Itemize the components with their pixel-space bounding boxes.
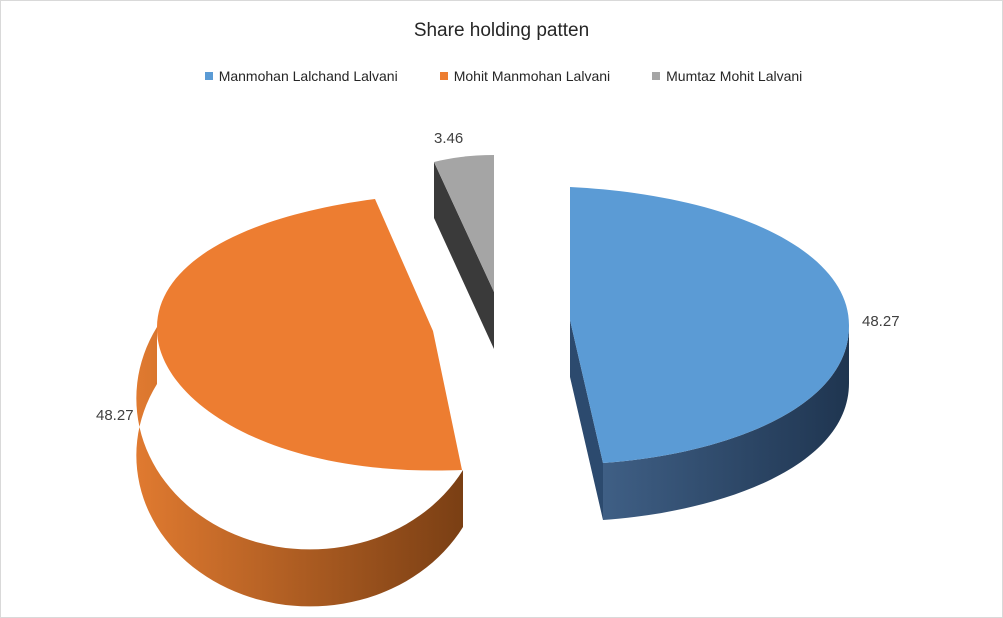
slice-mumtaz-top [434,155,494,292]
legend-item-mumtaz: Mumtaz Mohit Lalvani [648,68,802,84]
legend-label-mumtaz: Mumtaz Mohit Lalvani [666,68,803,84]
chart-title: Share holding patten [413,20,590,41]
legend-item-manmohan: Manmohan Lalchand Lalvani [201,68,398,84]
slice-mohit-top [156,199,462,471]
data-label-manmohan: 48.27 [862,313,900,330]
legend: Manmohan Lalchand Lalvani Mohit Manmohan… [0,68,1003,84]
slice-mohit-side [136,327,463,607]
slice-mumtaz-side [434,162,494,349]
slice-manmohan-side [570,320,603,520]
legend-swatch-manmohan [204,72,213,80]
pie-slice-manmohan [570,187,850,520]
legend-label-mohit: Mohit Manmohan Lalvani [453,68,611,84]
legend-label-manmohan: Manmohan Lalchand Lalvani [218,68,398,84]
legend-item-mohit: Mohit Manmohan Lalvani [436,68,610,84]
slice-manmohan-top [570,187,850,463]
data-label-mumtaz: 3.46 [434,130,463,147]
slice-manmohan-side-outer [603,325,850,520]
legend-swatch-mumtaz [652,72,661,80]
data-label-mohit: 48.27 [96,407,134,424]
pie-slice-mumtaz [434,155,494,349]
legend-swatch-mohit [439,72,448,80]
pie-slice-mohit [136,199,463,607]
